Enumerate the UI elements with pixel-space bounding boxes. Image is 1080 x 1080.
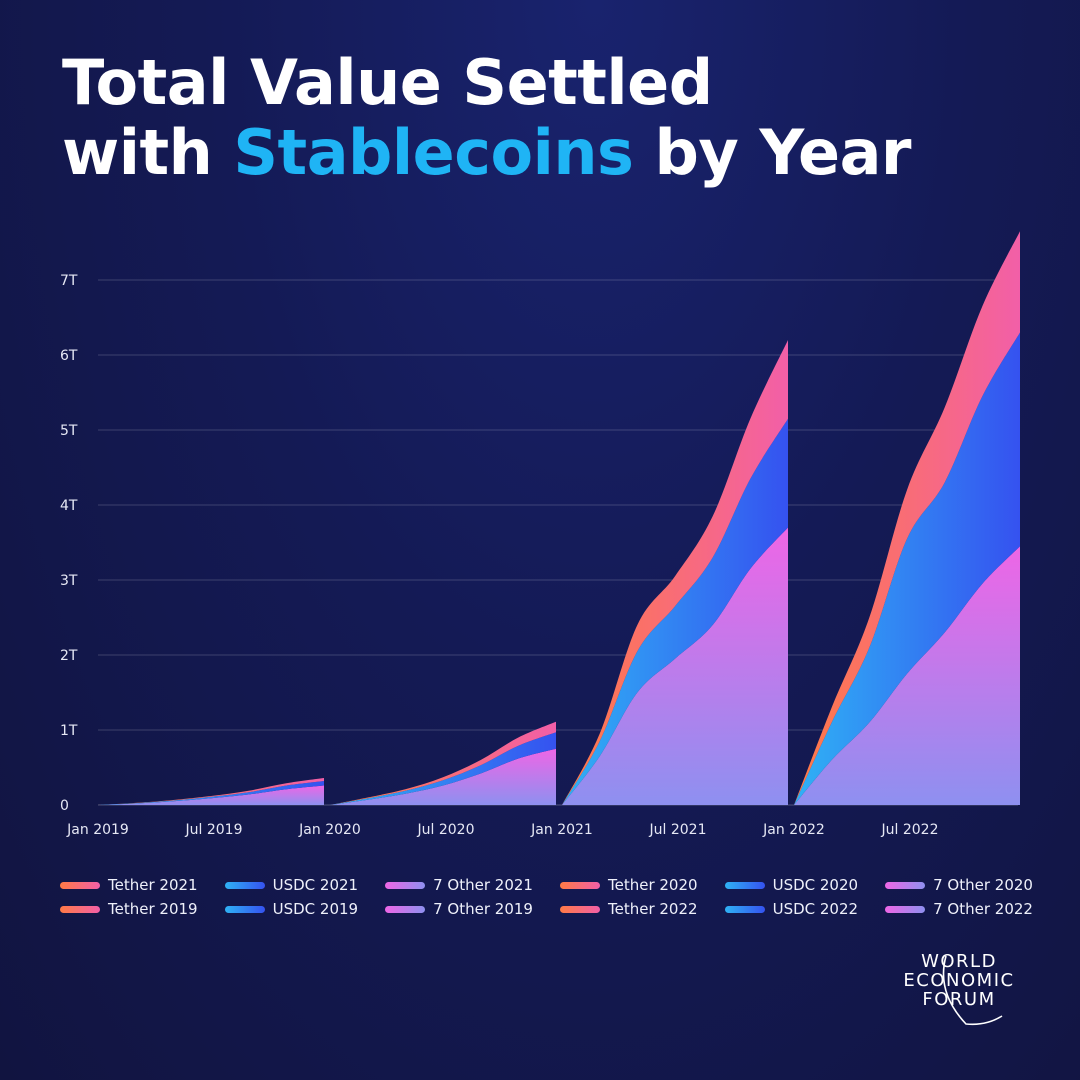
y-tick-label: 4T [60,498,78,514]
legend-swatch [224,905,265,913]
area-tether-2022 [794,231,1020,805]
legend-swatch [724,881,765,889]
legend-label: Tether 2022 [607,900,698,918]
legend-swatch [724,905,765,913]
legend-swatch [385,881,426,889]
area-usdc-2022 [794,332,1020,805]
legend-item: USDC 2022 [724,900,866,918]
legend-swatch [224,881,265,889]
legend-swatch [60,881,100,889]
title-accent: Stablecoins [233,116,634,189]
x-tick-label: Jan 2021 [530,822,593,838]
chart-title: Total Value Settled with Stablecoins by … [62,46,912,189]
legend-swatch [385,905,426,913]
logo-word-1: WORLD [921,951,997,972]
legend-label: 7 Other 2020 [933,876,1033,894]
logo-word-2: ECONOMIC [903,970,1015,991]
y-tick-label: 0 [60,798,69,814]
legend-swatch [885,905,926,913]
y-tick-label: 3T [60,573,78,589]
x-axis-ticks: Jan 2019 Jul 2019 Jan 2020 Jul 2020 Jan 2021… [66,822,938,838]
legend-swatch [559,881,600,889]
legend-item: 7 Other 2022 [885,900,1040,918]
legend-label: USDC 2019 [272,900,359,918]
legend-item: Tether 2020 [559,876,705,894]
area-7-other-2019 [98,785,324,805]
legend-item: USDC 2019 [224,900,366,918]
legend-label: Tether 2020 [607,876,698,894]
legend-item: USDC 2020 [724,876,866,894]
x-tick-label: Jul 2022 [881,822,939,838]
x-tick-label: Jul 2019 [185,822,243,838]
x-tick-label: Jul 2021 [649,822,707,838]
legend-label: USDC 2022 [772,900,859,918]
y-tick-label: 1T [60,723,78,739]
legend-swatch [559,905,600,913]
x-tick-label: Jul 2020 [417,822,475,838]
title-line-2-pre: with [62,116,213,189]
y-tick-label: 6T [60,348,78,364]
area-7-other-2021 [562,527,788,805]
legend-item: Tether 2019 [60,900,205,918]
area-7-other-2022 [794,546,1020,805]
x-tick-label: Jan 2020 [298,822,361,838]
legend-label: USDC 2020 [772,876,859,894]
legend-label: 7 Other 2021 [433,876,533,894]
area-series [98,231,1020,805]
y-tick-label: 7T [60,273,78,289]
area-usdc-2021 [562,418,788,805]
legend-item: Tether 2022 [559,900,705,918]
legend-label: Tether 2019 [108,900,198,918]
legend-label: Tether 2021 [108,876,198,894]
x-tick-label: Jan 2019 [66,822,129,838]
legend-item: 7 Other 2019 [385,900,540,918]
area-tether-2021 [562,340,788,805]
legend-label: USDC 2021 [272,876,359,894]
chart-legend: Tether 2021 USDC 2021 7 Other 2021 Tether 2… [60,876,1040,918]
legend-label: 7 Other 2019 [433,900,533,918]
logo-word-3: FORUM [922,989,996,1010]
legend-item: 7 Other 2021 [385,876,540,894]
legend-swatch [885,881,926,889]
y-tick-label: 2T [60,648,78,664]
stacked-area-chart: 0 1T 2T 3T 4T 5T 6T 7T Jan 2019 Jul 2019 Jan 2020… [60,231,1020,838]
x-tick-label: Jan 2022 [762,822,825,838]
legend-swatch [60,905,100,913]
y-tick-label: 5T [60,423,78,439]
area-7-other-2020 [330,748,556,805]
title-line-1: Total Value Settled [62,46,713,119]
wef-arc-logo-icon [942,955,1003,1026]
legend-item: Tether 2021 [60,876,205,894]
legend-item: USDC 2021 [224,876,366,894]
title-line-2-post: by Year [654,116,912,189]
y-axis-ticks: 0 1T 2T 3T 4T 5T 6T 7T [60,273,78,814]
legend-item: 7 Other 2020 [885,876,1040,894]
wef-logo: WORLD ECONOMIC FORUM [896,951,1022,1026]
legend-label: 7 Other 2022 [933,900,1033,918]
